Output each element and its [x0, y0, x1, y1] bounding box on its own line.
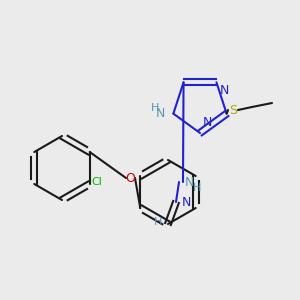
Text: H: H — [151, 103, 159, 113]
Text: N: N — [220, 84, 229, 97]
Text: Cl: Cl — [92, 177, 103, 187]
Text: H: H — [154, 217, 162, 227]
Text: N: N — [182, 196, 191, 208]
Text: N: N — [203, 116, 212, 129]
Text: N: N — [185, 176, 194, 188]
Text: S: S — [229, 103, 237, 116]
Text: H: H — [193, 183, 201, 193]
Text: N: N — [156, 107, 165, 120]
Text: O: O — [125, 172, 135, 184]
